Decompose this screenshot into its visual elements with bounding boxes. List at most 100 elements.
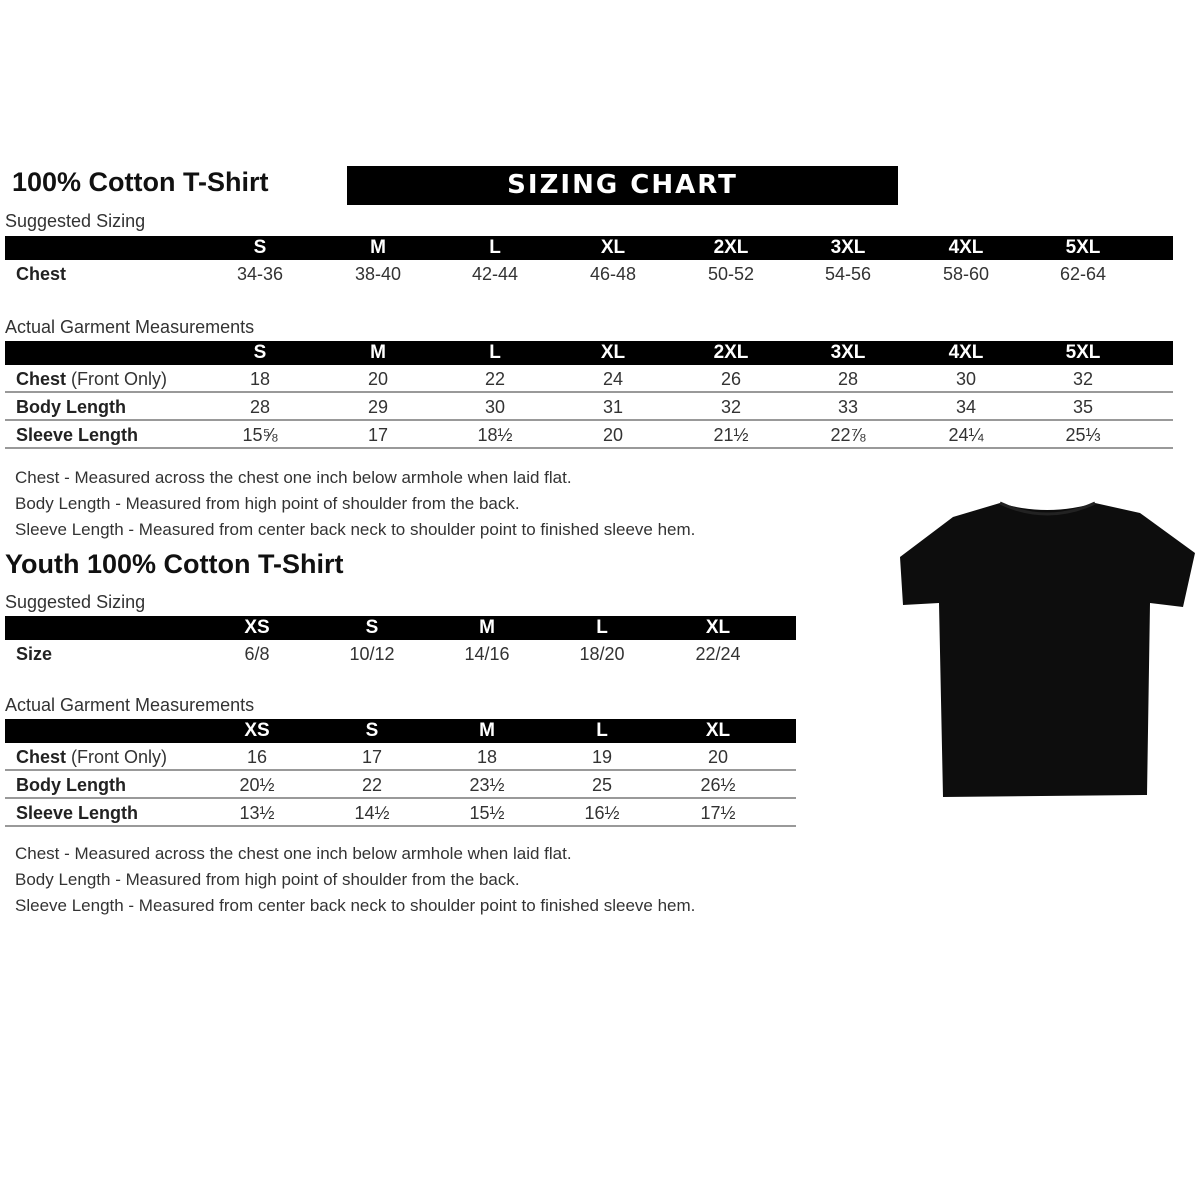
table-cell: 22/24 bbox=[695, 644, 741, 664]
size-header: L bbox=[596, 617, 608, 638]
row-label: Size bbox=[16, 640, 52, 668]
size-header-row: XS S M L XL bbox=[5, 719, 796, 743]
table-cell: 22⅞ bbox=[830, 425, 866, 445]
youth-notes: Chest - Measured across the chest one in… bbox=[15, 844, 695, 922]
adult-suggested-table: S M L XL 2XL 3XL 4XL 5XL Chest 34-36 38-40 42-44 46-… bbox=[5, 236, 1173, 288]
table-cell: 24¼ bbox=[948, 425, 984, 445]
size-header-row: S M L XL 2XL 3XL 4XL 5XL bbox=[5, 236, 1173, 260]
table-cell: 17½ bbox=[700, 803, 736, 823]
sizing-chart-banner: SIZING CHART bbox=[347, 166, 898, 205]
size-header: 2XL bbox=[713, 237, 749, 258]
row-label-main: Chest bbox=[16, 747, 67, 767]
note-sleeve-length: Sleeve Length - Measured from center bac… bbox=[15, 896, 696, 915]
table-cell: 20 bbox=[707, 747, 729, 767]
row-label-main: Chest bbox=[16, 369, 67, 389]
size-header: S bbox=[365, 617, 379, 638]
table-cell: 17 bbox=[367, 425, 389, 445]
table-cell: 34 bbox=[955, 397, 977, 417]
table-cell: 42-44 bbox=[471, 264, 519, 284]
row-label-main: Chest bbox=[16, 264, 67, 284]
size-header: M bbox=[370, 237, 386, 258]
table-cell: 21½ bbox=[713, 425, 749, 445]
note-chest: Chest - Measured across the chest one in… bbox=[15, 468, 572, 487]
note-sleeve-length: Sleeve Length - Measured from center bac… bbox=[15, 520, 696, 539]
adult-suggested-label: Suggested Sizing bbox=[5, 211, 146, 231]
table-cell: 10/12 bbox=[349, 644, 395, 664]
table-cell: 28 bbox=[249, 397, 271, 417]
table-row: Sleeve Length 13½ 14½ 15½ 16½ 17½ bbox=[5, 799, 796, 827]
size-header: 2XL bbox=[713, 342, 749, 363]
table-cell: 26½ bbox=[700, 775, 736, 795]
size-header: M bbox=[479, 617, 495, 638]
table-row: Body Length 20½ 22 23½ 25 26½ bbox=[5, 771, 796, 799]
table-cell: 46-48 bbox=[589, 264, 637, 284]
table-cell: 22 bbox=[484, 369, 506, 389]
size-header-row: S M L XL 2XL 3XL 4XL 5XL bbox=[5, 341, 1173, 365]
youth-actual-table: XS S M L XL Chest (Front Only) 16 17 18 19 20 Body … bbox=[5, 719, 796, 827]
row-label-detail: (Front Only) bbox=[66, 369, 168, 389]
table-cell: 17 bbox=[361, 747, 383, 767]
table-row: Chest (Front Only) 16 17 18 19 20 bbox=[5, 743, 796, 771]
table-cell: 22 bbox=[361, 775, 383, 795]
size-header: 5XL bbox=[1065, 342, 1101, 363]
row-label: Chest (Front Only) bbox=[16, 365, 167, 393]
table-cell: 14/16 bbox=[464, 644, 510, 664]
black-tshirt-icon bbox=[900, 501, 1195, 797]
youth-actual-label: Actual Garment Measurements bbox=[5, 695, 255, 715]
table-cell: 58-60 bbox=[942, 264, 990, 284]
table-cell: 31 bbox=[602, 397, 624, 417]
table-cell: 26 bbox=[720, 369, 742, 389]
table-cell: 23½ bbox=[469, 775, 505, 795]
size-header: 4XL bbox=[948, 237, 984, 258]
table-cell: 35 bbox=[1072, 397, 1094, 417]
size-header: M bbox=[479, 720, 495, 741]
table-cell: 34-36 bbox=[236, 264, 284, 284]
note-chest: Chest - Measured across the chest one in… bbox=[15, 844, 572, 863]
size-header: XS bbox=[244, 720, 270, 741]
table-cell: 30 bbox=[484, 397, 506, 417]
size-header-row: XS S M L XL bbox=[5, 616, 796, 640]
table-cell: 54-56 bbox=[824, 264, 872, 284]
row-label-main: Sleeve Length bbox=[16, 803, 139, 823]
table-cell: 14½ bbox=[354, 803, 390, 823]
table-row: Sleeve Length 15⅝ 17 18½ 20 21½ 22⅞ 24¼ 25⅓ bbox=[5, 421, 1173, 449]
table-row: Size 6/8 10/12 14/16 18/20 22/24 bbox=[5, 640, 796, 668]
size-header: XL bbox=[600, 237, 626, 258]
table-cell: 20½ bbox=[239, 775, 275, 795]
table-cell: 18½ bbox=[477, 425, 513, 445]
table-cell: 18 bbox=[476, 747, 498, 767]
youth-suggested-table: XS S M L XL Size 6/8 10/12 14/16 18/20 22/24 bbox=[5, 616, 796, 668]
row-label-main: Body Length bbox=[16, 775, 126, 795]
table-cell: 25⅓ bbox=[1065, 425, 1101, 445]
size-header: XL bbox=[705, 617, 731, 638]
size-header: L bbox=[489, 237, 501, 258]
table-cell: 16 bbox=[246, 747, 268, 767]
row-label-detail: (Front Only) bbox=[66, 747, 168, 767]
table-cell: 20 bbox=[367, 369, 389, 389]
table-cell: 24 bbox=[602, 369, 624, 389]
row-label-main: Size bbox=[16, 644, 53, 664]
table-cell: 13½ bbox=[239, 803, 275, 823]
note-body-length: Body Length - Measured from high point o… bbox=[15, 494, 520, 513]
table-cell: 38-40 bbox=[354, 264, 402, 284]
size-header: L bbox=[489, 342, 501, 363]
size-header: M bbox=[370, 342, 386, 363]
table-cell: 19 bbox=[591, 747, 613, 767]
size-header: S bbox=[253, 342, 267, 363]
table-cell: 16½ bbox=[584, 803, 620, 823]
size-header: 3XL bbox=[830, 342, 866, 363]
youth-suggested-label: Suggested Sizing bbox=[5, 592, 146, 612]
table-cell: 28 bbox=[837, 369, 859, 389]
row-label-main: Body Length bbox=[16, 397, 126, 417]
youth-title: Youth 100% Cotton T-Shirt bbox=[5, 549, 344, 579]
size-header: S bbox=[253, 237, 267, 258]
table-cell: 15⅝ bbox=[242, 425, 278, 445]
row-label: Sleeve Length bbox=[16, 421, 138, 449]
size-header: XL bbox=[600, 342, 626, 363]
table-row: Chest 34-36 38-40 42-44 46-48 50-52 54-56 58-60… bbox=[5, 260, 1173, 288]
row-label: Body Length bbox=[16, 393, 126, 421]
adult-notes: Chest - Measured across the chest one in… bbox=[15, 468, 695, 546]
table-cell: 18 bbox=[249, 369, 271, 389]
table-cell: 15½ bbox=[469, 803, 505, 823]
table-cell: 32 bbox=[1072, 369, 1094, 389]
